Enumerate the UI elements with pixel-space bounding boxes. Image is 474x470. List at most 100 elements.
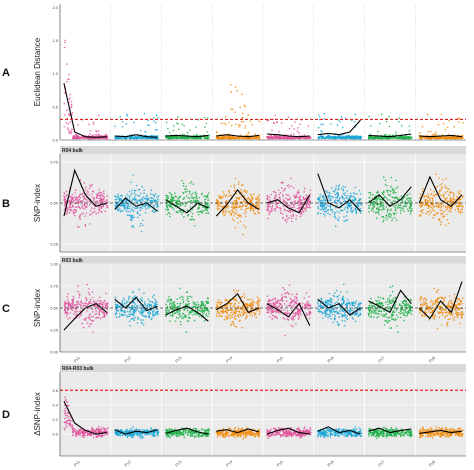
snp-point <box>337 136 339 139</box>
snp-point <box>83 195 85 198</box>
snp-point <box>299 215 302 218</box>
snp-point <box>188 302 190 305</box>
snp-point <box>340 116 343 118</box>
snp-point <box>440 188 443 191</box>
snp-point <box>177 128 180 131</box>
snp-point <box>64 308 67 310</box>
snp-point <box>115 313 117 316</box>
snp-point <box>271 129 273 132</box>
snp-point <box>134 189 137 192</box>
snp-point <box>439 209 442 212</box>
snp-point <box>282 181 284 184</box>
snp-point <box>188 192 191 195</box>
snp-point <box>402 207 404 209</box>
snp-point <box>156 303 158 306</box>
snp-point <box>439 184 441 186</box>
snp-point <box>169 215 171 218</box>
snp-point <box>375 191 378 194</box>
snp-point <box>76 310 78 313</box>
snp-point <box>395 191 397 194</box>
snp-point <box>436 185 439 188</box>
snp-point <box>432 199 434 202</box>
snp-point <box>233 186 236 189</box>
snp-point <box>137 316 139 319</box>
snp-point <box>334 193 337 196</box>
snp-point <box>447 222 450 225</box>
snp-point <box>168 300 170 303</box>
snp-point <box>379 206 381 208</box>
strip-bg <box>60 146 466 154</box>
snp-point <box>166 136 169 139</box>
snp-point <box>408 129 411 132</box>
snp-point <box>139 214 141 217</box>
snp-point <box>152 296 154 298</box>
snp-point <box>147 311 149 314</box>
snp-point <box>290 217 293 219</box>
snp-point <box>192 137 194 139</box>
snp-point <box>233 199 236 202</box>
snp-point <box>304 210 307 212</box>
snp-point <box>97 137 99 140</box>
snp-point <box>318 137 320 140</box>
snp-point <box>191 212 194 215</box>
snp-point <box>131 209 134 211</box>
snp-point <box>398 117 400 119</box>
snp-point <box>377 130 380 133</box>
snp-point <box>352 195 354 198</box>
snp-point <box>77 284 79 287</box>
snp-point <box>93 199 95 201</box>
snp-point <box>66 80 68 83</box>
snp-point <box>72 301 74 303</box>
snp-point <box>233 184 235 187</box>
snp-point <box>323 112 326 115</box>
snp-point <box>152 209 155 211</box>
snp-point <box>137 310 140 312</box>
snp-point <box>67 298 69 301</box>
snp-point <box>279 209 282 212</box>
snp-point <box>208 310 210 313</box>
snp-point <box>457 207 459 210</box>
snp-point <box>289 196 291 199</box>
snp-point <box>66 209 69 212</box>
snp-point <box>99 300 102 303</box>
snp-point <box>186 298 189 301</box>
snp-point <box>88 123 90 126</box>
snp-point <box>149 312 151 315</box>
snp-point <box>266 197 269 200</box>
snp-point <box>444 128 447 131</box>
snp-point <box>393 205 395 207</box>
snp-point <box>154 199 156 202</box>
snp-point <box>235 196 237 199</box>
snp-point <box>224 116 227 118</box>
snp-point <box>114 137 117 140</box>
snp-point <box>74 206 77 208</box>
snp-point <box>69 304 72 306</box>
snp-point <box>172 136 174 138</box>
snp-point <box>155 203 157 206</box>
snp-point <box>69 203 72 205</box>
snp-point <box>135 193 137 196</box>
snp-point <box>330 198 332 200</box>
snp-point <box>142 314 144 317</box>
snp-point <box>127 210 129 213</box>
snp-point <box>282 217 284 219</box>
snp-point <box>385 121 388 123</box>
snp-point <box>63 195 65 198</box>
snp-point <box>140 136 142 139</box>
snp-point <box>243 104 246 106</box>
snp-point <box>441 186 443 188</box>
snp-point <box>118 200 121 202</box>
snp-point <box>140 222 142 225</box>
snp-point <box>86 310 88 312</box>
snp-point <box>185 291 188 294</box>
snp-point <box>155 200 157 202</box>
snp-point <box>270 210 272 213</box>
snp-point <box>266 119 269 122</box>
snp-point <box>131 199 133 202</box>
snp-point <box>410 200 413 203</box>
snp-point <box>267 196 269 198</box>
snp-point <box>350 210 352 212</box>
snp-point <box>181 179 183 182</box>
snp-point <box>403 137 406 139</box>
snp-point <box>257 195 259 198</box>
